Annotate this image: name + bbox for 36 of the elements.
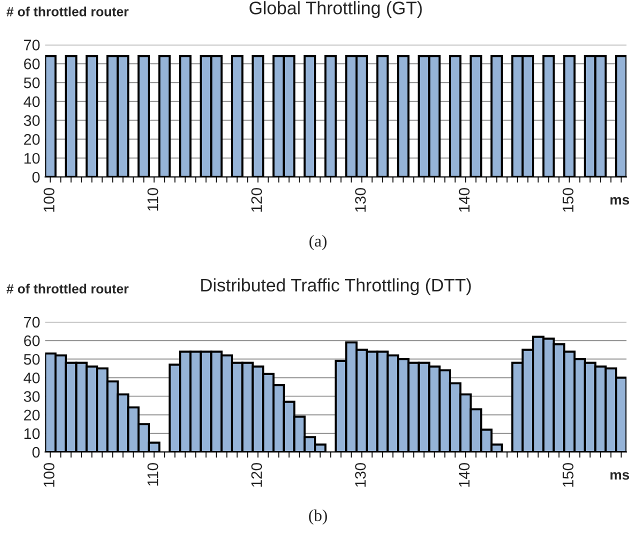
x-tick-label: 140 — [458, 462, 470, 487]
y-axis-title: # of throttled router — [6, 284, 129, 294]
y-tick-label: 0 — [32, 446, 40, 458]
text: (a) — [309, 234, 327, 250]
y-tick-label: 10 — [24, 428, 40, 440]
y-axis-title: # of throttled router — [6, 6, 129, 16]
x-tick-label: 120 — [251, 462, 262, 487]
x-tick-label: 110 — [147, 462, 158, 486]
y-tick-label: 70 — [24, 40, 40, 50]
y-tick-label: 20 — [24, 134, 40, 145]
x-tick-label: 150 — [562, 462, 574, 487]
x-tick-label: 100 — [44, 462, 54, 487]
y-tick-label: 20 — [24, 410, 40, 421]
y-tick-label: 40 — [24, 96, 40, 108]
y-tick-label: 60 — [24, 58, 40, 70]
y-tick-label: 60 — [24, 335, 40, 346]
y-tick-label: 30 — [24, 115, 40, 126]
x-axis-title: ms — [610, 472, 630, 480]
y-tick-label: 40 — [24, 372, 40, 384]
x-tick-label: 140 — [458, 188, 470, 212]
x-tick-label: 110 — [147, 188, 158, 211]
x-tick-label: 120 — [251, 188, 262, 212]
y-tick-label: 50 — [24, 354, 40, 365]
y-tick-label: 0 — [32, 172, 40, 183]
chart-title: Distributed Traffic Throttling (DTT) — [201, 278, 471, 296]
text: (b) — [309, 509, 327, 525]
x-tick-label: 130 — [355, 188, 366, 212]
x-axis-title: ms — [610, 197, 630, 205]
x-tick-label: 150 — [562, 188, 574, 212]
y-tick-label: 70 — [24, 316, 40, 328]
y-tick-label: 30 — [24, 391, 40, 402]
chart-title: Global Throttling (GT) — [250, 1, 422, 18]
x-tick-label: 100 — [44, 188, 54, 212]
y-tick-label: 10 — [24, 152, 40, 164]
x-tick-label: 130 — [355, 462, 366, 487]
y-tick-label: 50 — [24, 77, 40, 88]
